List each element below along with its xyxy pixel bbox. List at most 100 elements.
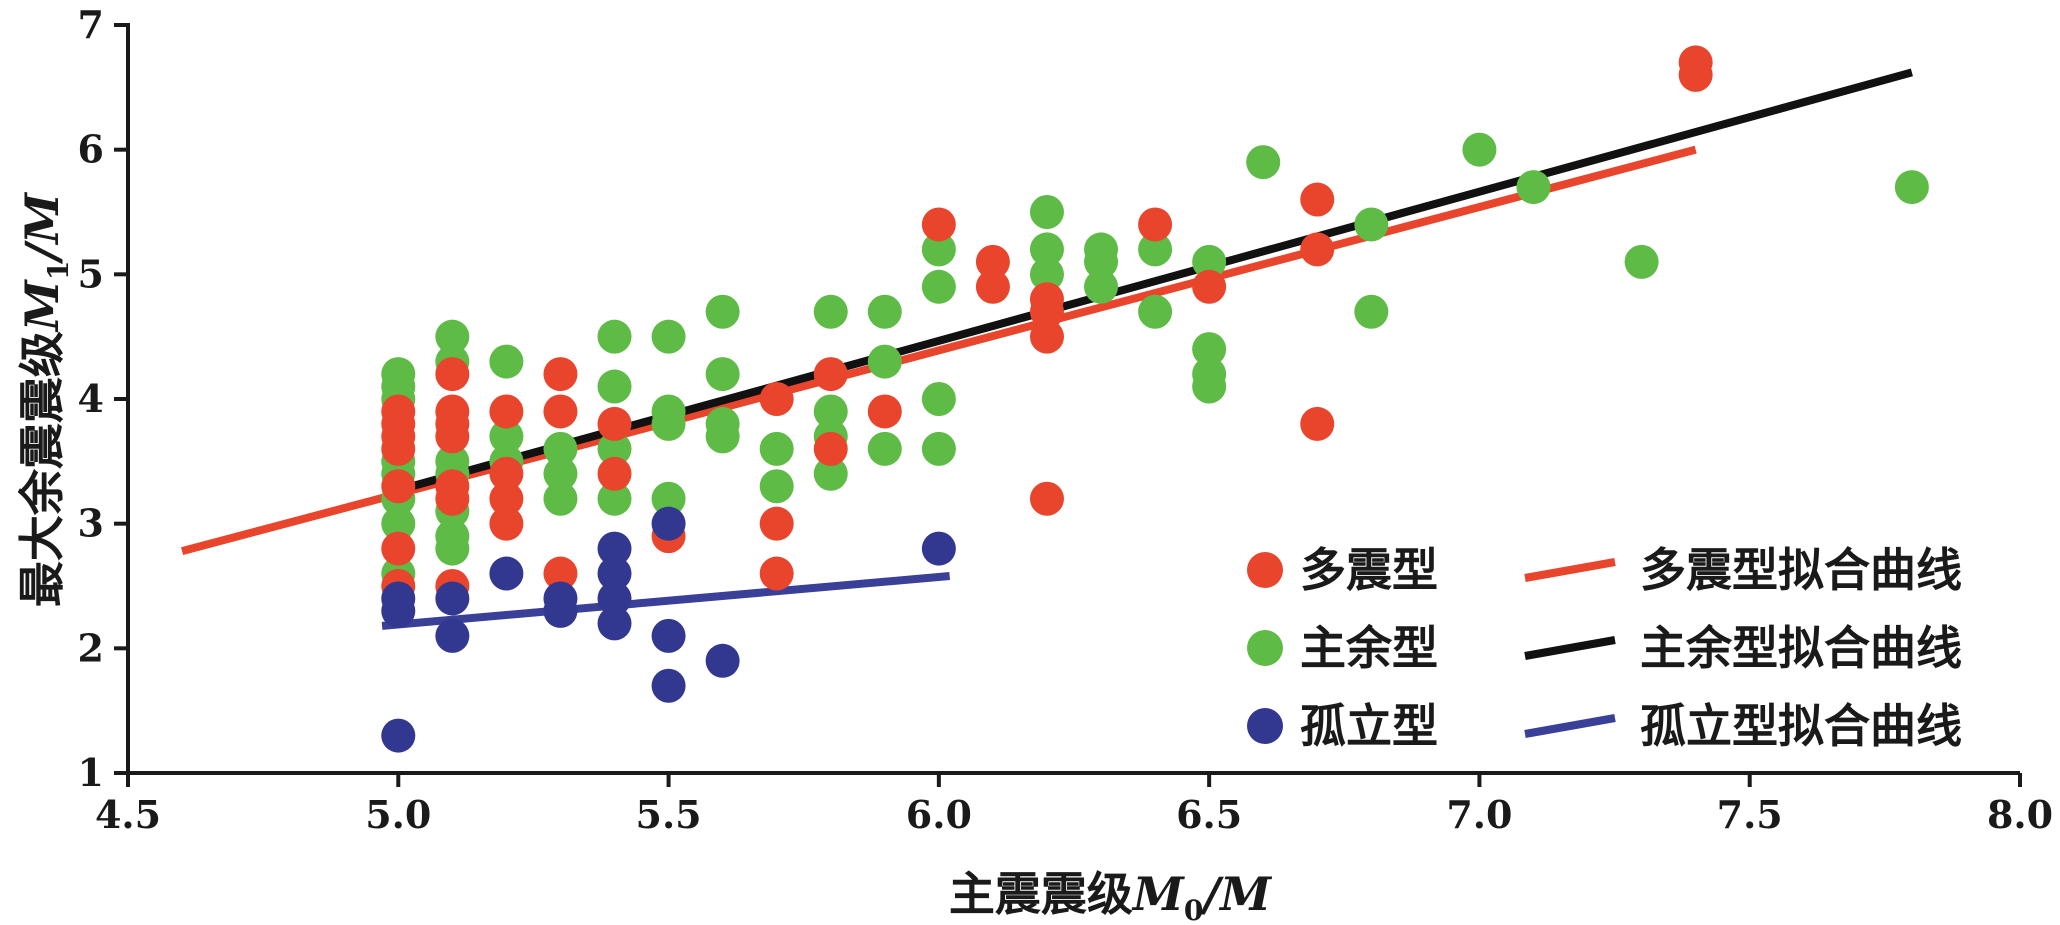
point-孤立型 — [651, 668, 686, 703]
point-孤立型 — [435, 618, 470, 653]
point-主余型 — [543, 431, 578, 466]
point-孤立型 — [381, 593, 416, 628]
point-主余型 — [543, 456, 578, 491]
axes: 4.5 5.0 5.5 6.0 6.5 7.0 7.5 8.0 1 2 3 4 5 6 7 — [78, 2, 2054, 837]
point-多震型 — [813, 431, 848, 466]
legend-label: 主余型拟合曲线 — [1640, 621, 1962, 675]
point-孤立型 — [651, 618, 686, 653]
point-多震型 — [1300, 232, 1335, 267]
point-主余型 — [921, 269, 956, 304]
point-主余型 — [813, 394, 848, 429]
point-主余型 — [1462, 132, 1497, 167]
point-孤立型 — [597, 606, 632, 641]
point-主余型 — [705, 419, 740, 454]
point-多震型 — [921, 207, 956, 242]
point-主余型 — [651, 406, 686, 441]
point-主余型 — [921, 431, 956, 466]
point-多震型 — [597, 456, 632, 491]
point-主余型 — [597, 369, 632, 404]
point-主余型 — [705, 357, 740, 392]
point-多震型 — [867, 394, 902, 429]
point-主余型 — [867, 431, 902, 466]
point-主余型 — [1029, 257, 1064, 292]
x-axis-title-text: 主震震级 — [949, 867, 1133, 921]
point-主余型 — [489, 419, 524, 454]
y-tick-label: 3 — [78, 501, 104, 546]
x-tick-label: 7.0 — [1446, 792, 1512, 837]
point-孤立型 — [651, 506, 686, 541]
point-主余型 — [435, 531, 470, 566]
point-主余型 — [1138, 294, 1173, 329]
point-主余型 — [1192, 369, 1227, 404]
y-axis-title-text: 最大余震震级 — [15, 331, 69, 607]
svg-text:主震震级M0/M: 主震震级M0/M — [949, 867, 1273, 925]
point-主余型 — [1138, 232, 1173, 267]
point-主余型 — [651, 319, 686, 354]
point-多震型 — [543, 556, 578, 591]
legend-label: 主余型 — [1300, 621, 1438, 675]
point-主余型 — [705, 294, 740, 329]
point-主余型 — [381, 506, 416, 541]
point-主余型 — [867, 344, 902, 379]
point-多震型 — [435, 419, 470, 454]
point-多震型 — [1300, 406, 1335, 441]
point-多震型 — [813, 357, 848, 392]
point-主余型 — [597, 431, 632, 466]
point-主余型 — [651, 481, 686, 516]
legend-marker — [1247, 552, 1283, 588]
point-孤立型 — [597, 556, 632, 591]
point-主余型 — [813, 294, 848, 329]
point-孤立型 — [381, 718, 416, 753]
legend-label: 孤立型 — [1300, 699, 1438, 753]
point-多震型 — [1678, 57, 1713, 92]
point-多震型 — [759, 382, 794, 416]
point-主余型 — [759, 469, 794, 504]
point-孤立型 — [435, 581, 470, 616]
point-孤立型 — [489, 556, 524, 591]
y-tick-label: 7 — [78, 2, 104, 47]
legend-line-marker — [1524, 714, 1616, 738]
point-主余型 — [1894, 170, 1929, 205]
point-孤立型 — [921, 531, 956, 566]
point-多震型 — [489, 481, 524, 516]
point-多震型 — [543, 357, 578, 392]
point-多震型 — [381, 469, 416, 504]
point-多震型 — [1029, 294, 1064, 329]
point-孤立型 — [705, 643, 740, 678]
point-主余型 — [921, 232, 956, 267]
point-多震型 — [381, 531, 416, 566]
point-主余型 — [1354, 294, 1389, 329]
point-多震型 — [489, 456, 524, 491]
point-主余型 — [1192, 332, 1227, 367]
point-多震型 — [489, 394, 524, 429]
point-主余型 — [813, 456, 848, 491]
point-主余型 — [1624, 244, 1659, 279]
legend-marker — [1247, 630, 1283, 666]
legend-line-marker — [1524, 636, 1616, 660]
x-axis-title: 主震震级M0/M — [949, 867, 1273, 925]
legend-line-marker — [1524, 558, 1616, 582]
point-孤立型 — [543, 593, 578, 628]
point-多震型 — [1192, 269, 1227, 304]
y-tick-label: 4 — [78, 376, 104, 421]
x-tick-label: 8.0 — [1987, 792, 2053, 837]
x-tick-label: 4.5 — [95, 792, 161, 837]
point-主余型 — [543, 481, 578, 516]
point-主余型 — [1354, 207, 1389, 242]
x-axis-title-subscript: 0 — [1184, 894, 1203, 925]
x-axis-title-symbol: M — [1131, 867, 1186, 921]
y-axis-title-subscript: 1 — [42, 261, 75, 280]
x-axis-title-unit: /M — [1199, 867, 1273, 921]
point-多震型 — [1300, 182, 1335, 217]
point-主余型 — [597, 319, 632, 354]
y-axis-title-symbol: M — [15, 278, 69, 333]
point-多震型 — [597, 406, 632, 441]
point-孤立型 — [597, 531, 632, 566]
point-主余型 — [867, 294, 902, 329]
x-tick-label: 7.5 — [1717, 792, 1783, 837]
point-多震型 — [381, 431, 416, 466]
y-tick-label: 6 — [78, 127, 104, 172]
point-孤立型 — [597, 581, 632, 616]
point-主余型 — [1246, 145, 1281, 180]
